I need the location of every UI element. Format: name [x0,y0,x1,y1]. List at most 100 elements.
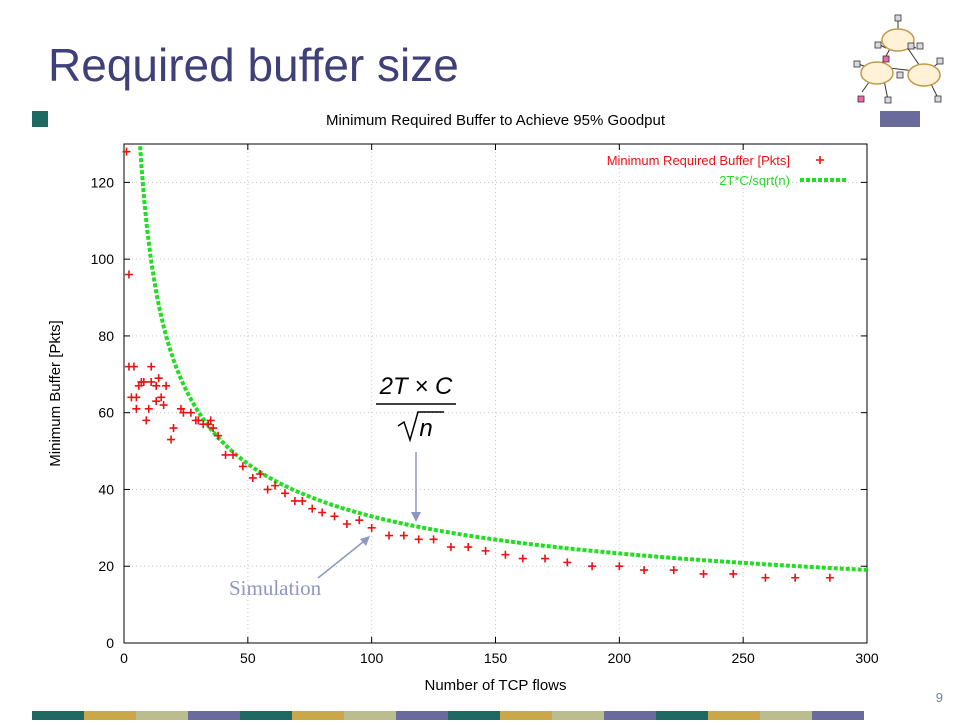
data-point [518,554,527,563]
data-point [298,496,307,505]
x-tick-label: 300 [855,650,879,666]
y-tick-label: 60 [98,405,114,421]
data-point [761,573,770,582]
legend-label: Minimum Required Buffer [Pkts] [607,153,790,168]
legend-label: 2T*C/sqrt(n) [719,173,790,188]
x-tick-label: 150 [484,650,508,666]
data-point [162,381,171,390]
bar-segment [812,711,864,720]
data-point [194,416,203,425]
data-point [167,435,176,444]
data-point [139,377,148,386]
data-point [152,397,161,406]
data-point [290,496,299,505]
data-point [206,416,215,425]
x-tick-label: 50 [240,650,256,666]
bottom-decorative-bar [32,711,920,720]
data-point [318,508,327,517]
bar-segment [292,711,344,720]
data-point [228,450,237,459]
formula-numerator: 2T × C [379,373,453,400]
bar-segment [396,711,448,720]
bar-segment [760,711,812,720]
bar-segment [240,711,292,720]
data-point [464,543,473,552]
data-point [152,381,161,390]
simulation-label: Simulation [229,576,322,600]
bar-segment [84,711,136,720]
data-point [238,462,247,471]
y-tick-label: 80 [98,328,114,344]
bar-segment [708,711,760,720]
data-point [124,270,133,279]
formula-denominator: n [419,415,432,442]
x-tick-label: 200 [608,650,632,666]
data-point [414,535,423,544]
data-point [729,569,738,578]
page-number: 9 [935,690,943,705]
bar-segment [500,711,552,720]
network-logo-icon [853,14,944,104]
data-point [147,362,156,371]
data-point [367,523,376,532]
data-point [399,531,408,540]
data-point [669,566,678,575]
bar-segment [32,711,84,720]
bar-segment [32,111,48,127]
data-point [186,408,195,417]
data-point [355,516,364,525]
data-point [615,562,624,571]
data-point [144,404,153,413]
chart-title: Minimum Required Buffer to Achieve 95% G… [326,112,666,129]
data-point [280,489,289,498]
data-point [699,569,708,578]
bar-segment [188,711,240,720]
data-point [142,416,151,425]
x-tick-label: 0 [120,650,128,666]
x-axis-label: Number of TCP flows [425,677,567,694]
curve-series [138,146,868,572]
y-tick-label: 120 [91,174,115,190]
bar-segment [344,711,396,720]
data-point [129,362,138,371]
legend-marker [816,156,824,164]
data-point [157,393,166,402]
data-point [147,377,156,386]
bar-segment [604,711,656,720]
data-point [385,531,394,540]
data-point [132,404,141,413]
bar-segment [136,711,188,720]
data-point [169,424,178,433]
data-point [159,401,168,410]
data-point [825,573,834,582]
data-point [221,450,230,459]
data-point [501,550,510,559]
simulation-arrow-head [360,536,370,546]
bar-segment [448,711,500,720]
data-point [429,535,438,544]
slide-title: Required buffer size [48,39,459,91]
data-point [342,520,351,529]
bar-segment [656,711,708,720]
data-point [122,147,131,156]
data-point [330,512,339,521]
data-point [271,481,280,490]
x-tick-label: 100 [360,650,384,666]
data-point [263,485,272,494]
formula-annotation: 2T × C n [374,364,458,448]
data-point [154,374,163,383]
bar-segment [880,111,920,127]
data-point [209,424,218,433]
formula-arrow-head [411,512,421,522]
data-point [308,504,317,513]
data-point [791,573,800,582]
data-point [563,558,572,567]
data-point [640,566,649,575]
top-decorative-bar [32,111,920,127]
y-tick-label: 0 [106,635,114,651]
y-tick-label: 100 [91,251,115,267]
data-point [481,546,490,555]
data-point [248,473,257,482]
